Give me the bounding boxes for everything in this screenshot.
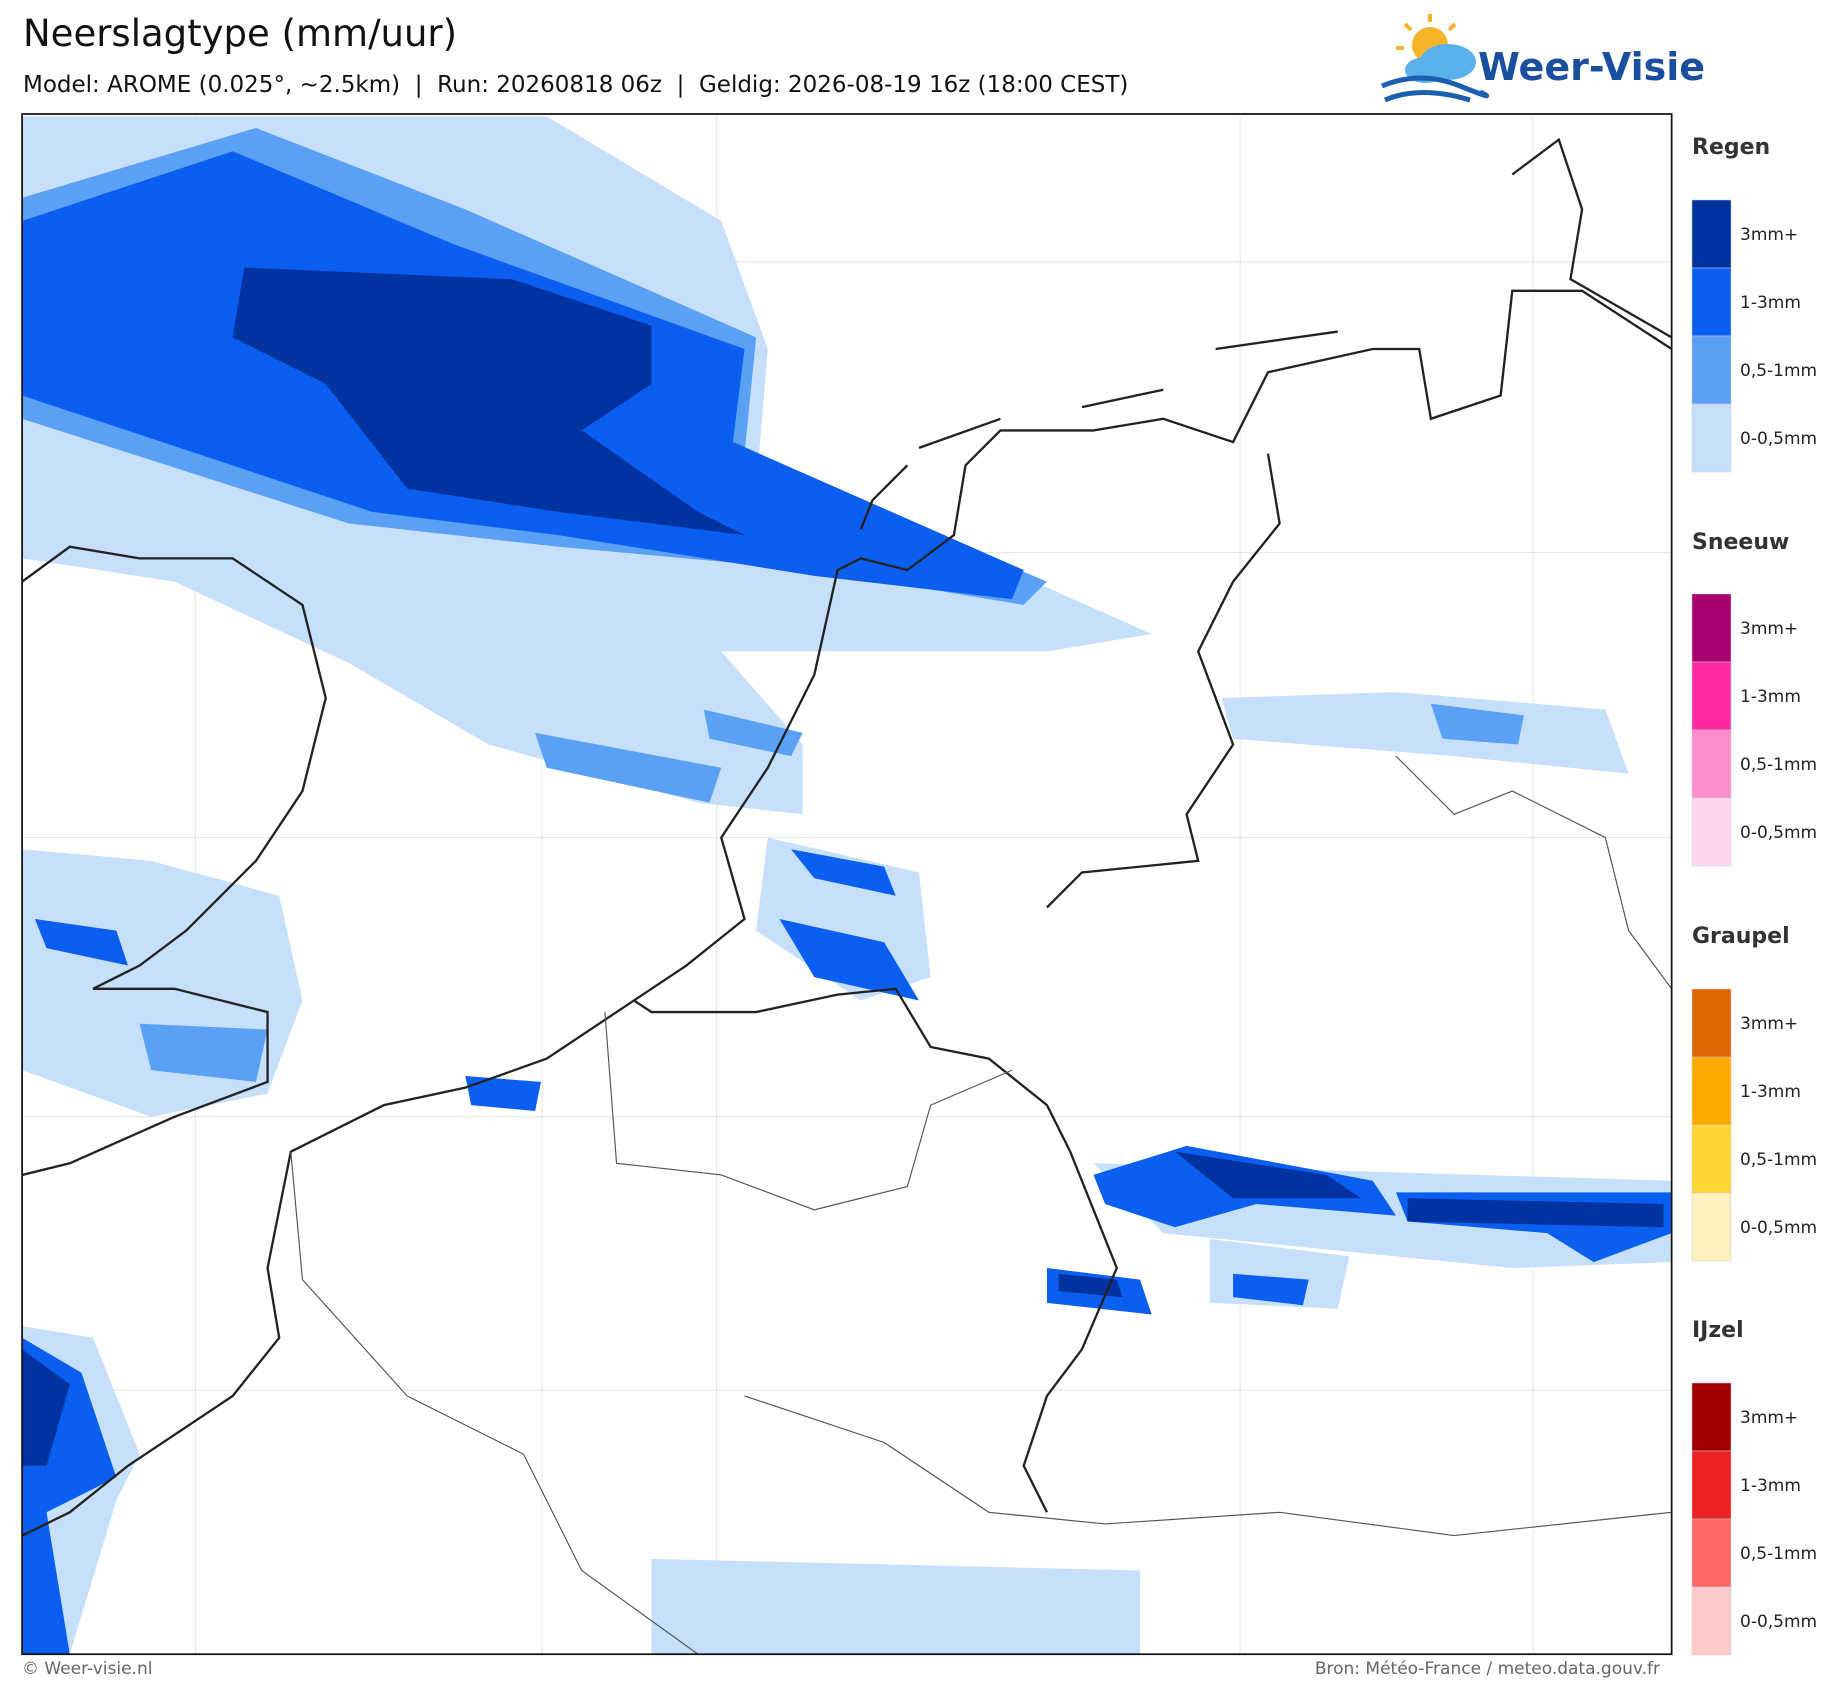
logo: Weer-Visie — [1381, 14, 1705, 103]
subtitle: Model: AROME (0.025°, ~2.5km) | Run: 202… — [23, 72, 1128, 98]
legend: Regen 3mm+ 1-3mm 0,5-1mm 0-0,5mm Sneeuw 3mm+ 1-… — [1691, 135, 1817, 1656]
map — [21, 113, 1673, 1656]
legend-label: 1-3mm — [1740, 1476, 1801, 1496]
legend-swatch — [1691, 1192, 1732, 1262]
legend-swatch — [1691, 661, 1732, 731]
legend-swatch — [1691, 403, 1732, 473]
legend-swatch — [1691, 1518, 1732, 1588]
legend-label: 0,5-1mm — [1740, 1150, 1817, 1170]
legend-title: Sneeuw — [1692, 530, 1789, 555]
legend-swatch — [1691, 1450, 1732, 1520]
legend-label: 1-3mm — [1740, 1082, 1801, 1102]
legend-swatch — [1691, 593, 1732, 663]
legend-label: 1-3mm — [1740, 687, 1801, 707]
legend-label: 0,5-1mm — [1740, 1544, 1817, 1564]
legend-swatch — [1691, 729, 1732, 799]
legend-label: 1-3mm — [1740, 293, 1801, 313]
legend-label: 3mm+ — [1740, 1408, 1798, 1428]
legend-label: 0-0,5mm — [1740, 823, 1817, 843]
legend-label: 3mm+ — [1740, 1014, 1798, 1034]
legend-label: 0,5-1mm — [1740, 755, 1817, 775]
footer-credit: © Weer-visie.nl — [22, 1659, 152, 1679]
legend-label: 3mm+ — [1740, 619, 1798, 639]
legend-label: 3mm+ — [1740, 225, 1798, 245]
legend-swatch — [1691, 1586, 1732, 1656]
logo-text: Weer-Visie — [1478, 45, 1705, 89]
title: Neerslagtype (mm/uur) — [23, 12, 457, 55]
legend-label: 0-0,5mm — [1740, 429, 1817, 449]
legend-swatch — [1691, 267, 1732, 337]
legend-label: 0,5-1mm — [1740, 361, 1817, 381]
legend-label: 0-0,5mm — [1740, 1218, 1817, 1238]
legend-swatch — [1691, 1124, 1732, 1194]
legend-swatch — [1691, 199, 1732, 269]
legend-title: Regen — [1692, 135, 1770, 160]
legend-title: Graupel — [1692, 924, 1790, 949]
legend-swatch — [1691, 335, 1732, 405]
legend-title: IJzel — [1692, 1318, 1744, 1343]
legend-swatch — [1691, 988, 1732, 1058]
legend-swatch — [1691, 1056, 1732, 1126]
footer-source: Bron: Météo-France / meteo.data.gouv.fr — [1315, 1659, 1660, 1679]
legend-label: 0-0,5mm — [1740, 1612, 1817, 1632]
legend-swatch — [1691, 797, 1732, 867]
legend-swatch — [1691, 1382, 1732, 1452]
